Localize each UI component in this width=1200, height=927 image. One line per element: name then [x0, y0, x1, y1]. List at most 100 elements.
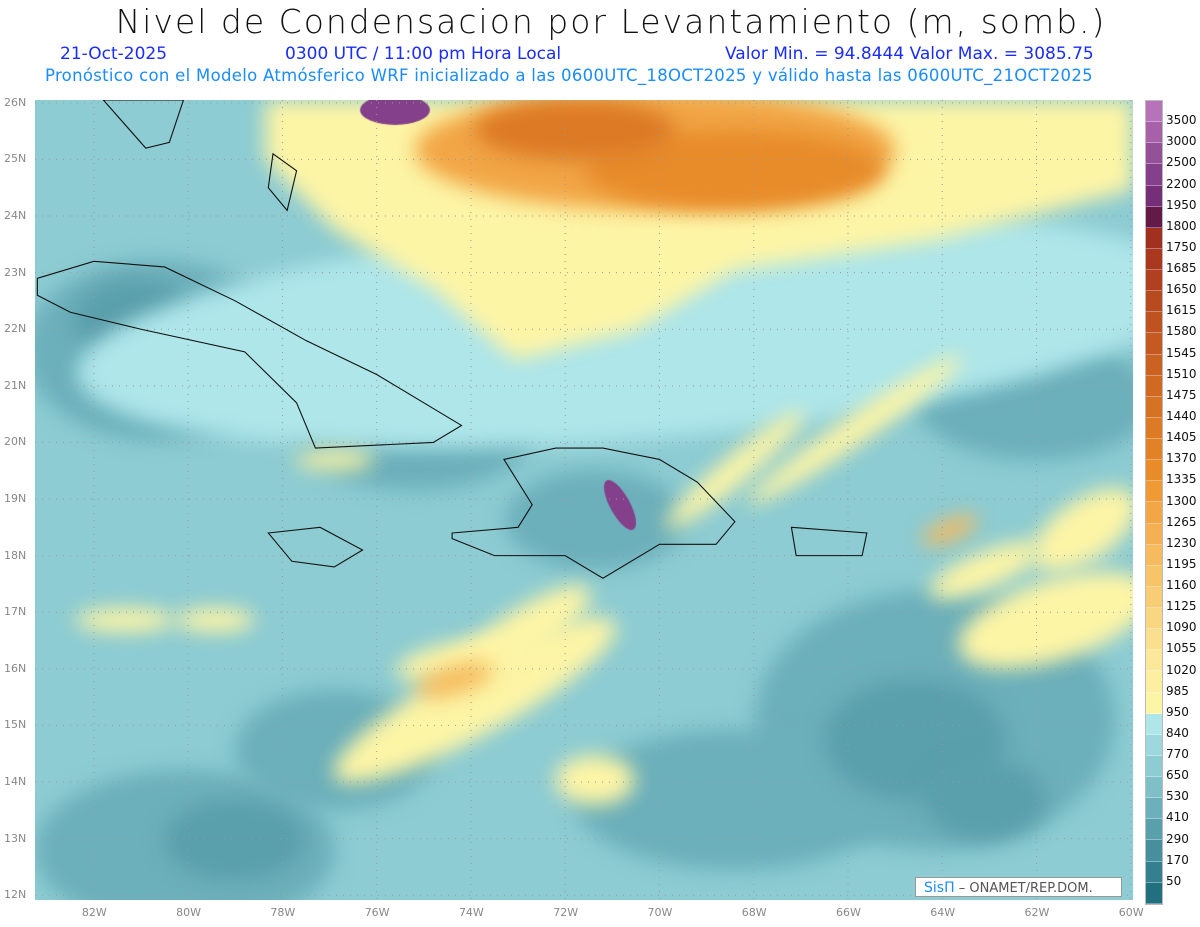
colorbar-label: 2200 — [1166, 176, 1197, 191]
lcl-shading — [35, 100, 1133, 900]
colorbar-label: 1160 — [1166, 578, 1197, 593]
colorbar-swatch — [1146, 713, 1162, 735]
colorbar-swatch — [1146, 354, 1162, 376]
lat-label: 15N — [4, 718, 27, 732]
credit-text: – ONAMET/REP.DOM. — [954, 881, 1093, 896]
coastline-puertorico — [790, 526, 868, 557]
colorbar-label: 1650 — [1166, 282, 1197, 297]
model-subtitle: Pronóstico con el Modelo Atmósferico WRF… — [45, 66, 1093, 85]
colorbar-swatch — [1146, 734, 1162, 756]
coastline-hispaniola — [451, 447, 736, 579]
colorbar-swatch — [1146, 396, 1162, 418]
colorbar-label: 1580 — [1166, 324, 1197, 339]
lon-label: 64W — [930, 906, 956, 919]
lon-label: 70W — [647, 906, 673, 919]
colorbar-swatch — [1146, 206, 1162, 228]
colorbar-label: 3500 — [1166, 113, 1197, 128]
colorbar-swatch — [1146, 544, 1162, 566]
lon-label: 66W — [835, 906, 861, 919]
lat-label: 24N — [4, 209, 27, 223]
lon-label: 78W — [270, 906, 296, 919]
colorbar-swatch — [1146, 439, 1162, 461]
colorbar-label: 1265 — [1166, 514, 1197, 529]
coastline-cuba — [36, 260, 463, 449]
colorbar-label: 1475 — [1166, 387, 1197, 402]
colorbar-label: 985 — [1166, 683, 1189, 698]
lat-label: 12N — [4, 888, 27, 902]
colorbar-label: 1300 — [1166, 493, 1197, 508]
colorbar-swatch — [1146, 185, 1162, 207]
colorbar-swatch — [1146, 819, 1162, 841]
lcl-map — [35, 100, 1133, 900]
lat-label: 20N — [4, 435, 27, 449]
colorbar-label: 840 — [1166, 725, 1189, 740]
colorbar-label: 1055 — [1166, 641, 1197, 656]
colorbar-label: 2500 — [1166, 155, 1197, 170]
colorbar-label: 1440 — [1166, 408, 1197, 423]
colorbar-label: 1125 — [1166, 599, 1197, 614]
colorbar-label: 1545 — [1166, 345, 1197, 360]
colorbar-label: 530 — [1166, 789, 1189, 804]
forecast-time: 0300 UTC / 11:00 pm Hora Local — [285, 44, 562, 64]
colorbar-label: 170 — [1166, 852, 1189, 867]
lon-label: 68W — [741, 906, 767, 919]
colorbar-label: 50 — [1166, 873, 1182, 888]
lat-label: 19N — [4, 492, 27, 506]
colorbar-swatch — [1146, 692, 1162, 714]
colorbar-swatch — [1146, 882, 1162, 904]
colorbar-swatch — [1146, 291, 1162, 313]
colorbar-label: 1950 — [1166, 197, 1197, 212]
colorbar-label: 950 — [1166, 704, 1189, 719]
lon-label: 74W — [458, 906, 484, 919]
colorbar-label: 1405 — [1166, 430, 1197, 445]
forecast-date: 21-Oct-2025 — [60, 44, 168, 64]
lat-label: 18N — [4, 548, 27, 562]
sispi-logo: SisΠ — [924, 880, 955, 896]
lat-label: 14N — [4, 775, 27, 789]
colorbar-swatch — [1146, 333, 1162, 355]
colorbar-label: 1090 — [1166, 620, 1197, 635]
lat-label: 25N — [4, 152, 27, 166]
colorbar-swatch — [1146, 460, 1162, 482]
colorbar-swatch — [1146, 101, 1162, 123]
colorbar-label: 1230 — [1166, 535, 1197, 550]
credit-box: SisΠ – ONAMET/REP.DOM. — [915, 877, 1122, 897]
colorbar-swatch — [1146, 840, 1162, 862]
colorbar-swatch — [1146, 227, 1162, 249]
lat-label: 16N — [4, 661, 27, 675]
colorbar-label: 1685 — [1166, 261, 1197, 276]
colorbar-label: 3000 — [1166, 134, 1197, 149]
colorbar-label: 1615 — [1166, 303, 1197, 318]
colorbar-swatch — [1146, 143, 1162, 165]
colorbar-swatch — [1146, 417, 1162, 439]
colorbar-label: 1800 — [1166, 218, 1197, 233]
colorbar-swatch — [1146, 375, 1162, 397]
colorbar-swatch — [1146, 608, 1162, 630]
colorbar-swatch — [1146, 164, 1162, 186]
colorbar-label: 1370 — [1166, 451, 1197, 466]
map-title: Nivel de Condensacion por Levantamiento … — [115, 2, 1107, 41]
colorbar — [1145, 100, 1163, 905]
colorbar-swatch — [1146, 777, 1162, 799]
lon-label: 82W — [81, 906, 107, 919]
colorbar-label: 650 — [1166, 768, 1189, 783]
colorbar-swatch — [1146, 755, 1162, 777]
colorbar-label: 1510 — [1166, 366, 1197, 381]
colorbar-label: 410 — [1166, 810, 1189, 825]
lon-label: 76W — [364, 906, 390, 919]
colorbar-swatch — [1146, 523, 1162, 545]
coastlines-grid — [35, 100, 1133, 900]
colorbar-label: 1020 — [1166, 662, 1197, 677]
colorbar-swatch — [1146, 629, 1162, 651]
colorbar-label: 1195 — [1166, 556, 1197, 571]
lat-label: 13N — [4, 831, 27, 845]
colorbar-swatch — [1146, 312, 1162, 334]
colorbar-swatch — [1146, 270, 1162, 292]
lon-label: 60W — [1118, 906, 1144, 919]
coastline-andros — [267, 152, 298, 212]
lon-label: 80W — [176, 906, 202, 919]
lon-label: 72W — [553, 906, 579, 919]
colorbar-swatch — [1146, 650, 1162, 672]
colorbar-swatch — [1146, 248, 1162, 270]
colorbar-label: 290 — [1166, 831, 1189, 846]
